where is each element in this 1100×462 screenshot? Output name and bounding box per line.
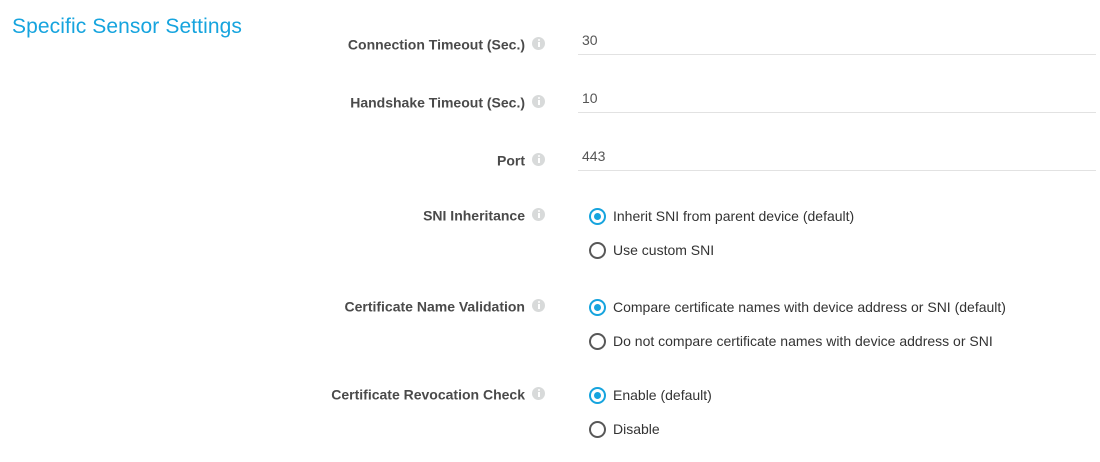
label-connection-timeout-text: Connection Timeout (Sec.) (347, 36, 525, 53)
label-sni-inheritance-text: SNI Inheritance (423, 207, 525, 224)
info-icon[interactable] (532, 207, 545, 221)
label-certificate-revocation-check: Certificate Revocation Check (0, 385, 545, 402)
radio-option-label: Disable (613, 421, 660, 437)
label-certificate-revocation-check-text: Certificate Revocation Check (331, 386, 525, 403)
label-certificate-name-validation: Certificate Name Validation (0, 297, 545, 314)
info-icon[interactable] (532, 36, 545, 50)
radio-option-disable[interactable]: Disable (589, 418, 712, 440)
radio-option-compare-certificate-names[interactable]: Compare certificate names with device ad… (589, 296, 1006, 318)
radio-unselected-icon[interactable] (589, 241, 606, 259)
port-input[interactable] (578, 148, 1096, 171)
label-certificate-name-validation-text: Certificate Name Validation (344, 298, 525, 315)
label-connection-timeout: Connection Timeout (Sec.) (0, 35, 545, 52)
field-port (578, 148, 1096, 171)
radio-selected-icon[interactable] (589, 298, 606, 316)
label-handshake-timeout: Handshake Timeout (Sec.) (0, 93, 545, 110)
radio-option-label: Do not compare certificate names with de… (613, 333, 993, 349)
radio-group-certificate-name-validation: Compare certificate names with device ad… (589, 296, 1006, 352)
radio-unselected-icon[interactable] (589, 332, 606, 350)
field-connection-timeout (578, 32, 1096, 55)
label-handshake-timeout-text: Handshake Timeout (Sec.) (350, 94, 525, 111)
label-port-text: Port (497, 152, 525, 169)
label-sni-inheritance: SNI Inheritance (0, 206, 545, 223)
radio-option-label: Inherit SNI from parent device (default) (613, 208, 855, 224)
page-title: Specific Sensor Settings (12, 15, 243, 38)
radio-option-do-not-compare-certificate-names[interactable]: Do not compare certificate names with de… (589, 330, 1006, 352)
radio-option-enable[interactable]: Enable (default) (589, 384, 712, 406)
label-port: Port (0, 151, 545, 168)
radio-selected-icon[interactable] (589, 386, 606, 404)
radio-option-use-custom-sni[interactable]: Use custom SNI (589, 239, 854, 261)
radio-option-label: Use custom SNI (613, 242, 715, 258)
handshake-timeout-input[interactable] (578, 90, 1096, 113)
field-handshake-timeout (578, 90, 1096, 113)
radio-unselected-icon[interactable] (589, 420, 606, 438)
radio-option-label: Enable (default) (613, 387, 712, 403)
radio-option-inherit-sni[interactable]: Inherit SNI from parent device (default) (589, 205, 854, 227)
info-icon[interactable] (532, 152, 545, 166)
radio-group-sni-inheritance: Inherit SNI from parent device (default)… (589, 205, 854, 261)
info-icon[interactable] (532, 298, 545, 312)
radio-selected-icon[interactable] (589, 207, 606, 225)
connection-timeout-input[interactable] (578, 32, 1096, 55)
info-icon[interactable] (532, 386, 545, 400)
radio-group-certificate-revocation-check: Enable (default) Disable (589, 384, 712, 440)
info-icon[interactable] (532, 94, 545, 108)
radio-option-label: Compare certificate names with device ad… (613, 299, 1006, 315)
